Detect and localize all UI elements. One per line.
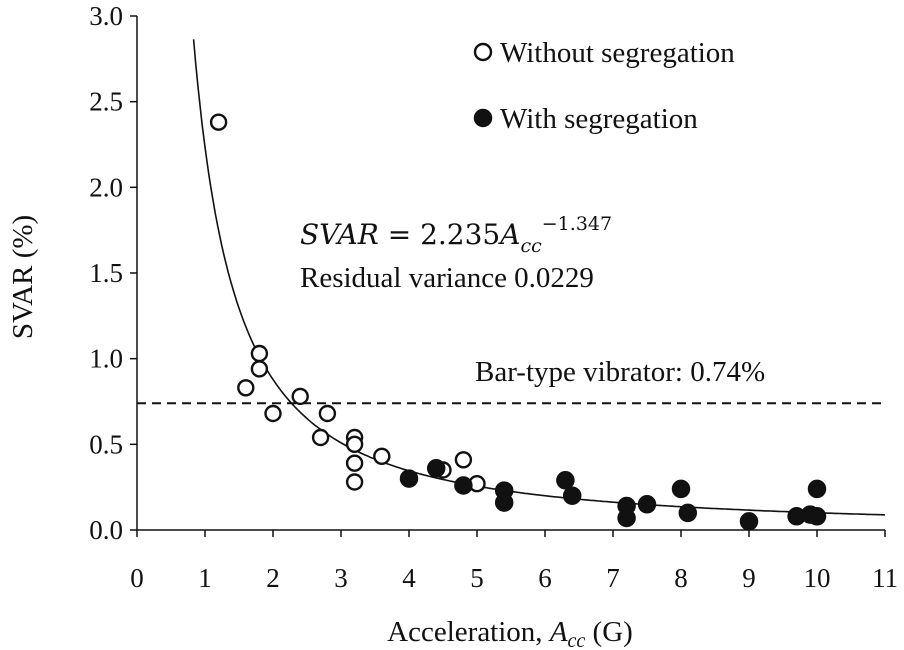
data-point-with-segregation bbox=[637, 495, 657, 514]
data-point-without-segregation bbox=[237, 379, 255, 397]
data-point-with-segregation bbox=[562, 486, 582, 505]
reference-line-label: Bar-type vibrator: 0.74% bbox=[475, 356, 765, 388]
data-point-with-segregation bbox=[494, 493, 514, 512]
data-point-without-segregation bbox=[264, 404, 282, 423]
data-point-with-segregation bbox=[426, 459, 446, 478]
x-tick-label: 1 bbox=[198, 563, 212, 593]
data-point-without-segregation bbox=[250, 360, 269, 378]
data-point-with-segregation bbox=[807, 479, 827, 499]
x-axis-ticks: 0 1 2 3 4 5 6 7 8 9 10 11 bbox=[130, 530, 898, 593]
y-tick-label: 2.0 bbox=[89, 172, 123, 202]
data-point-with-segregation bbox=[739, 512, 759, 531]
x-tick-label: 5 bbox=[470, 563, 484, 593]
y-tick-label: 1.5 bbox=[89, 258, 123, 288]
data-point-without-segregation bbox=[250, 344, 269, 363]
data-point-with-segregation bbox=[678, 503, 698, 523]
data-point-with-segregation bbox=[807, 507, 827, 526]
data-point-with-segregation bbox=[617, 508, 636, 528]
data-point-without-segregation bbox=[454, 451, 473, 469]
fit-curve bbox=[192, 39, 886, 516]
data-point-with-segregation bbox=[671, 479, 691, 499]
fit-equation: SVAR = 2.235Acc−1.347 bbox=[300, 213, 612, 257]
y-tick-label: 0.0 bbox=[89, 515, 123, 545]
data-point-with-segregation bbox=[454, 476, 473, 495]
x-tick-label: 0 bbox=[130, 563, 144, 593]
y-tick-label: 2.5 bbox=[89, 87, 123, 117]
data-point-with-segregation bbox=[399, 469, 419, 488]
x-tick-label: 4 bbox=[402, 563, 416, 593]
data-point-without-segregation bbox=[291, 387, 309, 406]
y-axis-title: SVAR (%) bbox=[7, 215, 39, 339]
data-point-without-segregation bbox=[345, 435, 364, 453]
x-tick-label: 7 bbox=[606, 563, 620, 593]
legend-label-with-segregation: With segregation bbox=[500, 103, 698, 135]
legend-marker-without-segregation bbox=[473, 42, 493, 62]
x-tick-label: 6 bbox=[538, 563, 552, 593]
data-point-without-segregation bbox=[345, 454, 364, 472]
x-tick-label: 11 bbox=[872, 563, 898, 593]
data-point-without-segregation bbox=[345, 473, 364, 491]
residual-variance-label: Residual variance 0.0229 bbox=[300, 262, 594, 294]
data-point-without-segregation bbox=[318, 404, 337, 423]
y-tick-label: 1.0 bbox=[89, 344, 123, 374]
x-tick-label: 9 bbox=[742, 563, 756, 593]
x-axis-title: Acceleration, Acc (G) bbox=[387, 616, 633, 650]
data-points bbox=[209, 113, 827, 531]
y-tick-label: 0.5 bbox=[89, 429, 123, 459]
data-point-without-segregation bbox=[311, 428, 330, 447]
legend-label-without-segregation: Without segregation bbox=[500, 37, 735, 69]
y-tick-label: 3.0 bbox=[89, 1, 123, 31]
data-point-with-segregation bbox=[556, 471, 575, 490]
x-tick-label: 8 bbox=[674, 563, 688, 593]
data-point-without-segregation bbox=[373, 447, 391, 465]
legend: Without segregation With segregation bbox=[473, 37, 735, 135]
y-axis-ticks: 0.0 0.5 1.0 1.5 2.0 2.5 3.0 bbox=[89, 1, 137, 545]
x-tick-label: 10 bbox=[804, 563, 831, 593]
legend-marker-with-segregation bbox=[473, 108, 493, 128]
x-tick-label: 3 bbox=[334, 563, 348, 593]
data-point-without-segregation bbox=[209, 113, 228, 131]
x-tick-label: 2 bbox=[266, 563, 280, 593]
